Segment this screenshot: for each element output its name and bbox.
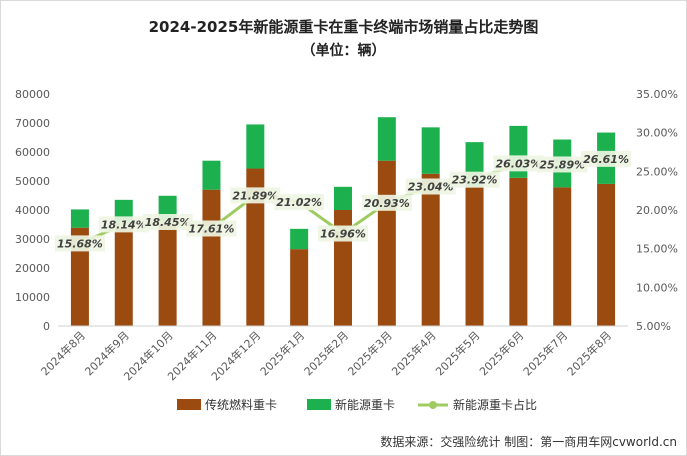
chart-subtitle: （单位：辆） — [301, 43, 386, 59]
ratio-label-bg — [405, 178, 456, 195]
ratio-data-label: 25.89% — [539, 158, 585, 171]
ratio-label-bg — [581, 150, 632, 167]
bar-new-energy — [70, 209, 89, 228]
bar-traditional — [158, 220, 177, 326]
ratio-data-label: 21.89% — [232, 189, 278, 202]
y-right-tick-label: 5.00% — [636, 320, 671, 333]
x-tick-label: 2025年2月 — [301, 328, 351, 378]
y-axis-left: 0 10000 20000 30000 40000 50000 60000 70000 8000… — [15, 88, 50, 333]
chart-title: 2024-2025年新能源重卡在重卡终端市场销量占比走势图 — [148, 18, 539, 36]
ratio-data-label: 18.45% — [145, 216, 191, 229]
bar-traditional — [553, 187, 572, 326]
bar-traditional — [421, 173, 440, 326]
legend-swatch-new-energy — [307, 399, 331, 410]
ratio-label-bg — [318, 225, 368, 242]
ratio-label-bg — [142, 213, 193, 230]
x-tick-label: 2025年7月 — [520, 328, 570, 378]
y-left-tick-label: 30000 — [15, 233, 50, 246]
bar-traditional — [465, 186, 484, 326]
y-left-tick-label: 70000 — [15, 117, 50, 130]
ratio-label-bg — [361, 194, 412, 211]
bar-traditional — [290, 249, 309, 326]
legend: 传统燃料重卡 新能源重卡 新能源重卡占比 — [177, 397, 537, 412]
y-right-tick-label: 20.00% — [636, 204, 678, 217]
y-left-tick-label: 0 — [43, 320, 50, 333]
bar-traditional — [114, 223, 133, 326]
x-tick-label: 2025年6月 — [476, 328, 526, 378]
legend-label-traditional: 传统燃料重卡 — [205, 397, 277, 412]
y-right-tick-label: 25.00% — [636, 165, 678, 178]
y-right-tick-label: 15.00% — [636, 243, 678, 256]
legend-label-new-energy: 新能源重卡 — [335, 397, 395, 412]
ratio-label-bg — [493, 155, 544, 172]
bar-traditional — [509, 177, 528, 326]
ratio-data-label: 17.61% — [189, 222, 235, 235]
bar-new-energy — [334, 186, 352, 210]
x-axis-ticks: 2024年8月2024年9月2024年10月2024年11月2024年12月20… — [38, 328, 614, 383]
bar-new-energy — [202, 160, 221, 190]
x-tick-label: 2025年8月 — [564, 328, 614, 378]
y-axis-right: 5.00% 10.00% 15.00% 20.00% 25.00% 30.00% 35.00… — [636, 88, 678, 333]
ratio-data-label: 23.92% — [452, 174, 498, 187]
y-right-tick-label: 30.00% — [636, 127, 678, 140]
y-right-tick-label: 10.00% — [636, 281, 678, 294]
legend-swatch-traditional — [177, 399, 201, 410]
y-left-tick-label: 80000 — [15, 88, 50, 101]
bars-group — [70, 117, 616, 326]
ratio-data-label: 18.14% — [101, 218, 147, 231]
y-left-tick-label: 40000 — [15, 204, 50, 217]
y-left-tick-label: 10000 — [15, 291, 50, 304]
bar-traditional — [246, 168, 265, 326]
legend-marker-ratio — [429, 401, 437, 409]
ratio-label-bg — [274, 194, 325, 211]
y-right-tick-label: 35.00% — [636, 88, 678, 101]
ratio-data-label: 20.93% — [364, 197, 410, 210]
x-tick-label: 2025年1月 — [257, 328, 307, 378]
bar-traditional — [202, 189, 221, 326]
ratio-label-bg — [449, 171, 500, 188]
bar-traditional — [597, 183, 616, 326]
ratio-label-bg — [537, 156, 588, 173]
y-left-tick-label: 60000 — [15, 146, 50, 159]
bar-new-energy — [246, 124, 265, 169]
ratio-label-bg — [98, 216, 149, 233]
ratio-data-label: 21.02% — [276, 196, 322, 209]
bar-traditional — [70, 227, 89, 326]
x-tick-label: 2024年8月 — [38, 328, 88, 378]
ratio-label-bg — [186, 220, 237, 237]
ratio-label-bg — [54, 235, 105, 252]
data-source-note: 数据来源：交强险统计 制图：第一商用车网cvworld.cn — [380, 435, 677, 449]
ratio-data-label: 16.96% — [320, 228, 366, 241]
bar-traditional — [377, 160, 396, 326]
ratio-data-label: 23.04% — [408, 180, 454, 193]
y-left-tick-label: 50000 — [15, 175, 50, 188]
x-tick-label: 2025年3月 — [345, 328, 395, 378]
ratio-line-group: 15.68% 18.14%18.45%17.61% 21.89%21.02% 16.9… — [54, 150, 632, 252]
bar-new-energy — [377, 117, 396, 161]
ratio-data-label: 26.61% — [583, 153, 629, 166]
x-tick-label: 2025年5月 — [432, 328, 482, 378]
legend-label-ratio: 新能源重卡占比 — [453, 397, 537, 412]
bar-new-energy — [421, 127, 440, 174]
x-tick-label: 2025年4月 — [389, 328, 439, 378]
ratio-label-bg — [230, 187, 281, 204]
ratio-data-label: 26.03% — [495, 157, 541, 170]
ratio-data-label: 15.68% — [57, 237, 103, 250]
y-left-tick-label: 20000 — [15, 262, 50, 275]
bar-new-energy — [290, 228, 309, 250]
